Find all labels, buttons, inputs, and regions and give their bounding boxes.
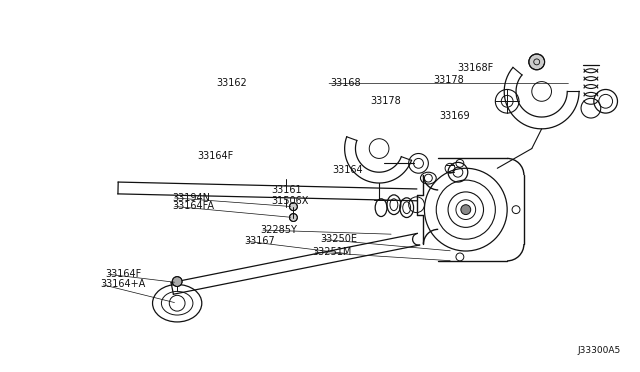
- Text: 31506X: 31506X: [271, 196, 308, 206]
- Text: 33167: 33167: [244, 236, 275, 246]
- Text: 33162: 33162: [216, 78, 247, 89]
- Circle shape: [461, 205, 470, 215]
- Text: 33164FA: 33164FA: [172, 201, 214, 211]
- Text: 33164F: 33164F: [197, 151, 234, 161]
- Circle shape: [289, 214, 298, 221]
- Text: 33164F: 33164F: [106, 269, 142, 279]
- Text: 33164+A: 33164+A: [100, 279, 146, 289]
- Text: 33178: 33178: [371, 96, 401, 106]
- Text: 33169: 33169: [440, 110, 470, 121]
- Text: 33168: 33168: [330, 78, 361, 89]
- Text: 33161: 33161: [271, 185, 301, 195]
- Text: 33168F: 33168F: [458, 63, 493, 73]
- Text: 33178: 33178: [433, 75, 464, 85]
- Text: 33250E: 33250E: [320, 234, 357, 244]
- Text: 32285Y: 32285Y: [260, 225, 297, 235]
- Text: 33251M: 33251M: [312, 247, 352, 257]
- Text: 33194N: 33194N: [172, 193, 210, 203]
- Circle shape: [172, 277, 182, 286]
- Circle shape: [529, 54, 545, 70]
- Text: 33164: 33164: [333, 164, 364, 174]
- Text: J33300A5: J33300A5: [577, 346, 620, 355]
- Circle shape: [289, 203, 298, 211]
